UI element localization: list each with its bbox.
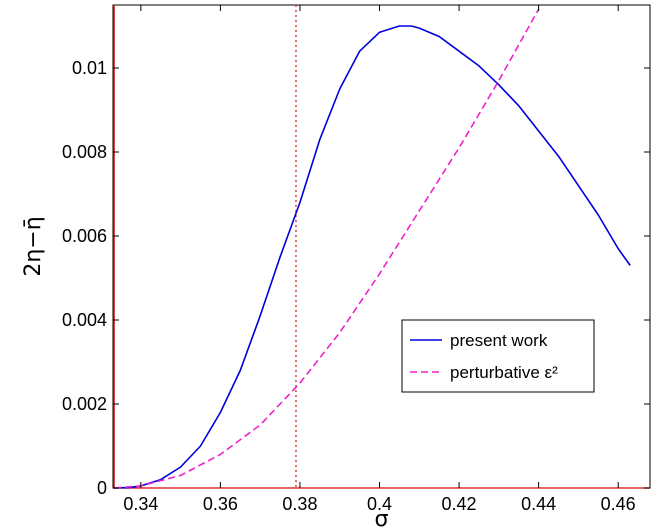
x-tick-label: 0.38 — [282, 494, 317, 514]
x-tick-label: 0.44 — [521, 494, 556, 514]
y-axis: 0 0.002 0.004 0.006 0.008 0.01 — [62, 58, 650, 498]
x-axis-label: σ — [375, 507, 389, 531]
x-axis: 0.34 0.36 0.38 0.4 0.42 0.44 0.46 — [123, 5, 636, 514]
reference-lines — [113, 5, 650, 489]
series-line-0 — [114, 25, 631, 489]
y-axis-label: 2η−η̄ — [21, 216, 46, 276]
x-tick-label: 0.36 — [203, 494, 238, 514]
series-layer — [114, 8, 631, 489]
y-tick-label: 0 — [97, 478, 107, 498]
x-tick-label: 0.4 — [367, 494, 392, 514]
y-tick-label: 0.004 — [62, 310, 107, 330]
legend-entry-perturbative: perturbative ε² — [450, 363, 558, 382]
series-line-1 — [114, 8, 540, 489]
x-tick-label: 0.42 — [442, 494, 477, 514]
legend-entry-present-work: present work — [450, 331, 548, 350]
legend: present work perturbative ε² — [401, 319, 595, 393]
y-tick-label: 0.006 — [62, 226, 107, 246]
y-tick-label: 0.002 — [62, 394, 107, 414]
y-tick-label: 0.008 — [62, 142, 107, 162]
y-tick-label: 0.01 — [72, 58, 107, 78]
x-tick-label: 0.46 — [601, 494, 636, 514]
plot-frame — [112, 4, 651, 489]
legend-box — [401, 319, 595, 393]
x-tick-label: 0.34 — [123, 494, 158, 514]
